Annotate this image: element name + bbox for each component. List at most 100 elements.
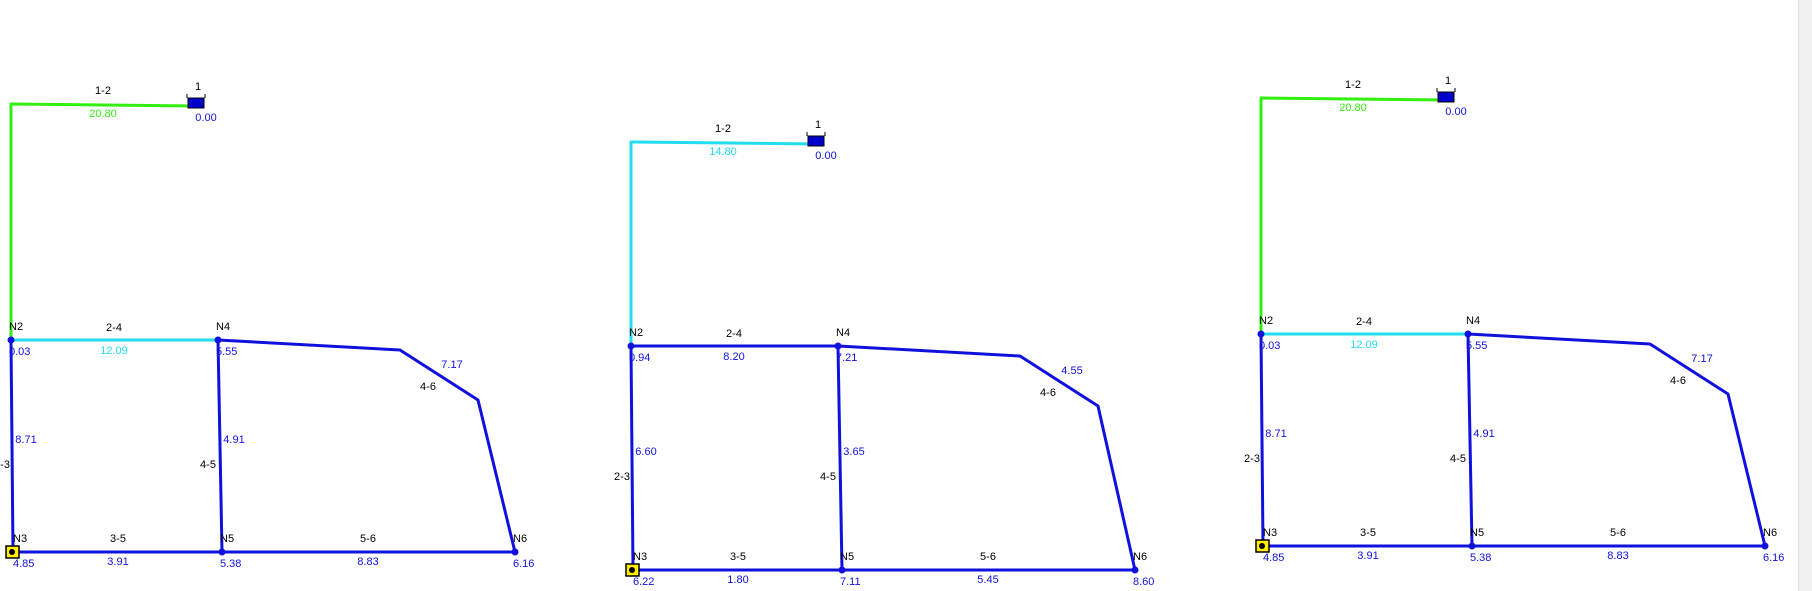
- node-label-N6: N6: [1763, 527, 1777, 539]
- link-value-1-2: 20.80: [1339, 102, 1367, 114]
- link-value-4-6: 7.17: [1691, 353, 1712, 365]
- link-value-2-4: 8.20: [723, 351, 744, 363]
- link-label-2-4: 2-4: [106, 322, 122, 334]
- link-1-2[interactable]: [1259, 96, 1447, 334]
- link-4-5[interactable]: [836, 345, 844, 571]
- node-value-N2: 0.03: [1259, 340, 1280, 352]
- link-value-3-5: 3.91: [107, 556, 128, 568]
- node-N4[interactable]: [834, 342, 842, 350]
- node-label-1: 1: [815, 119, 821, 131]
- node-value-N3: 6.22: [633, 576, 654, 588]
- link-value-4-5: 4.91: [1473, 428, 1494, 440]
- reservoir-icon[interactable]: [1437, 91, 1455, 103]
- node-label-N3: N3: [13, 533, 27, 545]
- node-label-N6: N6: [513, 533, 527, 545]
- link-2-3[interactable]: [1259, 333, 1265, 547]
- link-label-5-6: 5-6: [360, 533, 376, 545]
- reservoir-icon[interactable]: [807, 135, 825, 147]
- link-value-2-3: 8.71: [15, 434, 36, 446]
- link-value-4-5: 4.91: [223, 434, 244, 446]
- link-2-3[interactable]: [9, 339, 15, 553]
- link-label-4-5: 4-5: [200, 459, 216, 471]
- node-value-N4: 7.21: [836, 352, 857, 364]
- node-label-N6: N6: [1133, 551, 1147, 563]
- node-label-N5: N5: [1470, 527, 1484, 539]
- link-value-2-3: 8.71: [1265, 428, 1286, 440]
- node-N4[interactable]: [214, 336, 222, 344]
- link-label-1-2: 1-2: [715, 123, 731, 135]
- node-value-1: 0.00: [195, 112, 216, 124]
- node-label-N2: N2: [9, 321, 23, 333]
- link-1-2[interactable]: [629, 140, 817, 346]
- node-label-N3: N3: [633, 551, 647, 563]
- node-N4[interactable]: [1464, 330, 1472, 338]
- node-label-N3: N3: [1263, 527, 1277, 539]
- link-label-2-4: 2-4: [726, 328, 742, 340]
- reservoir-icon[interactable]: [187, 97, 205, 109]
- node-label-N4: N4: [216, 321, 230, 333]
- link-label-1-2: 1-2: [1345, 79, 1361, 91]
- node-label-N4: N4: [836, 327, 850, 339]
- node-label-N5: N5: [840, 551, 854, 563]
- network-panel-3: 1-2 20.80 2-4 12.09 2-3 8.71 4-5 4.91 4-6 7.17 3-5…: [1244, 75, 1784, 564]
- node-value-N5: 5.38: [220, 558, 241, 570]
- node-N5[interactable]: [218, 548, 226, 556]
- vertical-scrollbar[interactable]: [1798, 0, 1812, 591]
- link-value-4-6: 4.55: [1061, 365, 1082, 377]
- node-label-N5: N5: [220, 533, 234, 545]
- link-label-3-5: 3-5: [1360, 527, 1376, 539]
- node-value-N5: 5.38: [1470, 552, 1491, 564]
- link-value-3-5: 3.91: [1357, 550, 1378, 562]
- node-N5[interactable]: [1468, 542, 1476, 550]
- link-label-4-6: 4-6: [420, 381, 436, 393]
- network-panel-2: 1-2 14.80 2-4 8.20 2-3 6.60 4-5 3.65 4-6 4.55 3-5 1…: [614, 119, 1154, 588]
- node-N6[interactable]: [1131, 566, 1139, 574]
- node-N2[interactable]: [627, 342, 635, 350]
- pump-rotor: [629, 567, 635, 573]
- node-N5[interactable]: [838, 566, 846, 574]
- link-value-2-4: 12.09: [100, 345, 128, 357]
- link-label-5-6: 5-6: [1610, 527, 1626, 539]
- node-value-N6: 8.60: [1133, 576, 1154, 588]
- node-value-N2: 0.94: [629, 352, 650, 364]
- link-label-4-5: 4-5: [820, 471, 836, 483]
- link-value-5-6: 8.83: [357, 556, 378, 568]
- link-2-3[interactable]: [629, 345, 635, 571]
- node-label-1: 1: [1445, 75, 1451, 87]
- pump-rotor: [1259, 543, 1265, 549]
- node-value-1: 0.00: [815, 150, 836, 162]
- link-label-2-3: 2-3: [1244, 453, 1260, 465]
- link-label-1-2: 1-2: [95, 85, 111, 97]
- link-1-2[interactable]: [9, 102, 197, 340]
- node-value-N4: 5.55: [1466, 340, 1487, 352]
- link-4-6[interactable]: [217, 338, 517, 553]
- link-label-2-4: 2-4: [1356, 316, 1372, 328]
- pump-rotor: [9, 549, 15, 555]
- link-value-1-2: 14.80: [709, 146, 737, 158]
- link-value-3-5: 1.80: [727, 574, 748, 586]
- node-N2[interactable]: [1257, 330, 1265, 338]
- node-label-N4: N4: [1466, 315, 1480, 327]
- link-label-4-6: 4-6: [1040, 387, 1056, 399]
- link-value-2-4: 12.09: [1350, 339, 1378, 351]
- node-value-N4: 5.55: [216, 346, 237, 358]
- link-label-3-5: 3-5: [730, 551, 746, 563]
- node-label-N2: N2: [1259, 315, 1273, 327]
- link-4-5[interactable]: [1466, 333, 1474, 547]
- link-4-6[interactable]: [1467, 332, 1767, 547]
- link-4-6[interactable]: [837, 344, 1137, 571]
- node-value-N6: 6.16: [1763, 552, 1784, 564]
- node-N2[interactable]: [7, 336, 15, 344]
- node-value-N3: 4.85: [13, 558, 34, 570]
- node-label-1: 1: [195, 81, 201, 93]
- link-value-4-5: 3.65: [843, 446, 864, 458]
- link-4-5[interactable]: [216, 339, 224, 553]
- link-label-3-5: 3-5: [110, 533, 126, 545]
- link-value-1-2: 20.80: [89, 108, 117, 120]
- node-N6[interactable]: [511, 548, 519, 556]
- node-value-N2: 0.03: [9, 346, 30, 358]
- network-panel-1: 1-2 20.80 2-4 12.09 2-3 8.71 4-5 4.91 4-6 7.17 3-5…: [0, 81, 534, 570]
- link-value-5-6: 8.83: [1607, 550, 1628, 562]
- node-N6[interactable]: [1761, 542, 1769, 550]
